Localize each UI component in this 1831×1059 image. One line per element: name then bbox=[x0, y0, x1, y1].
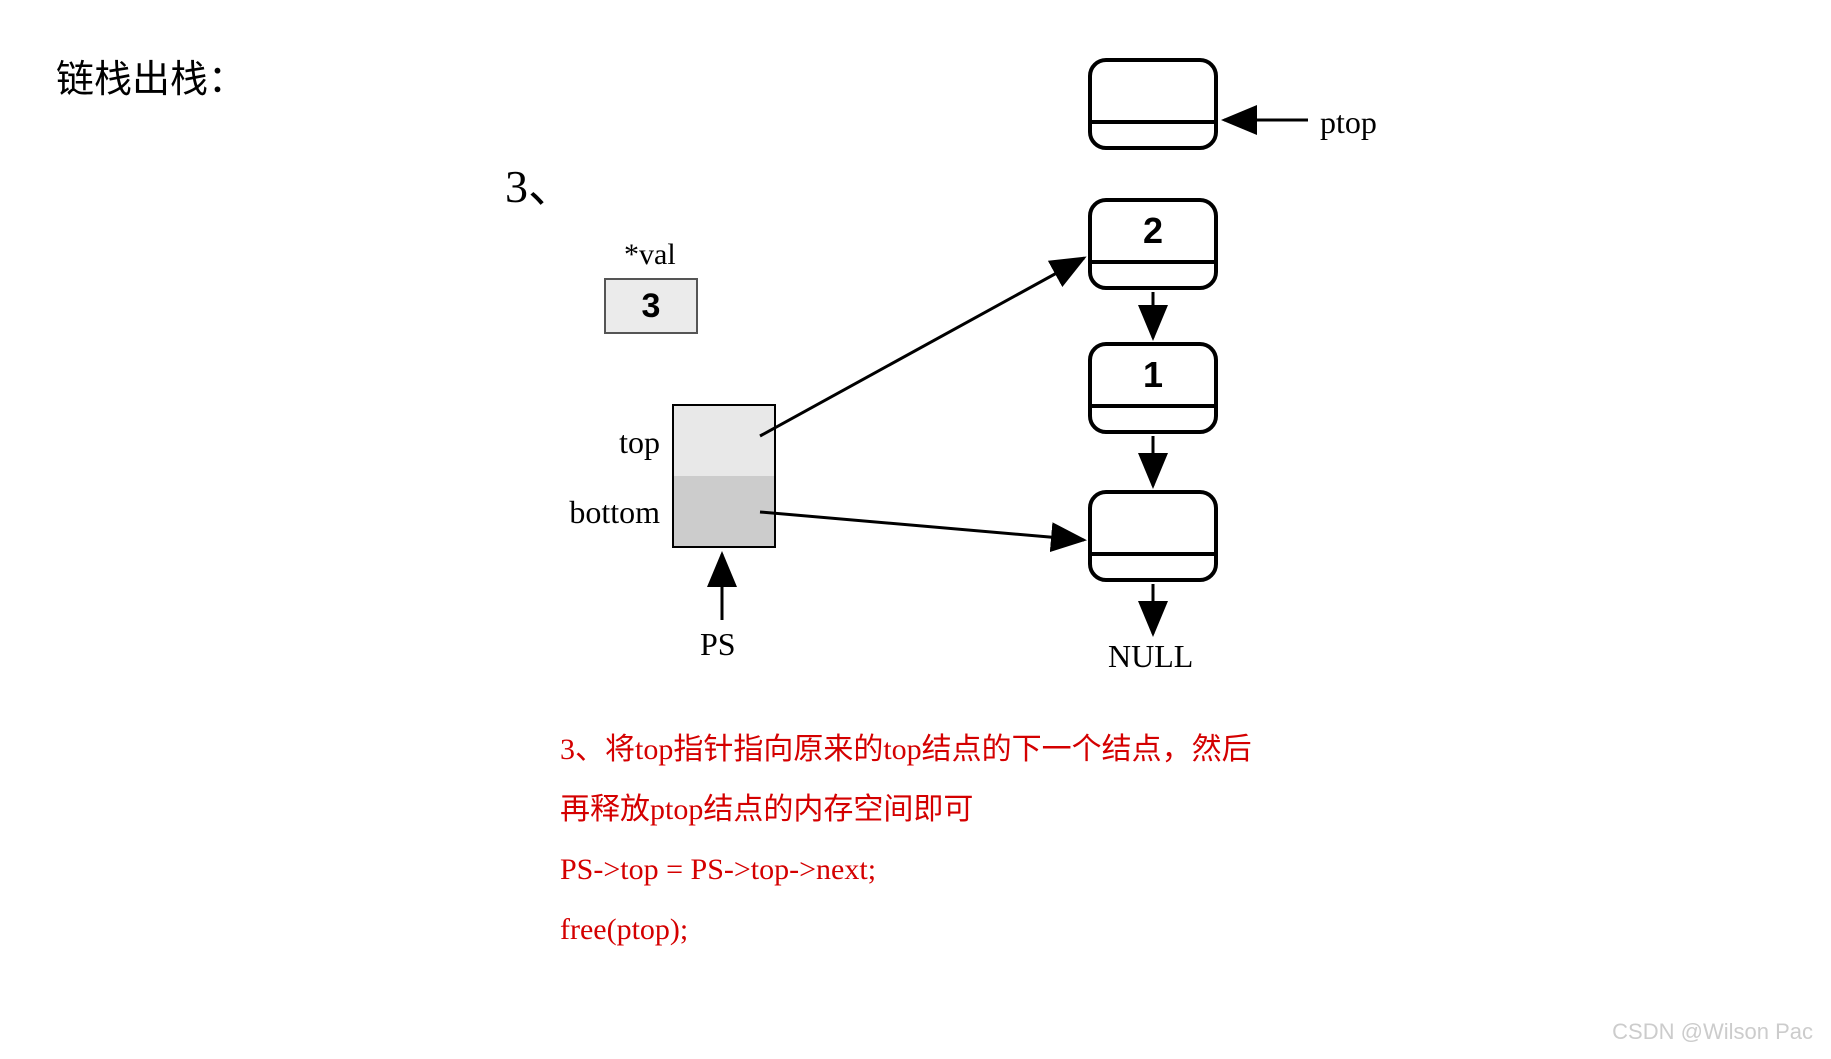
arrow-top-to-node2 bbox=[760, 258, 1084, 436]
watermark: CSDN @Wilson Pac bbox=[1612, 1019, 1813, 1045]
desc-line-4: free(ptop); bbox=[560, 900, 688, 960]
desc-line-3: PS->top = PS->top->next; bbox=[560, 840, 876, 900]
desc-line-1: 3、将top指针指向原来的top结点的下一个结点，然后 bbox=[560, 720, 1252, 780]
arrow-bottom-to-nodebottom bbox=[760, 512, 1084, 540]
desc-line-2: 再释放ptop结点的内存空间即可 bbox=[560, 780, 973, 840]
arrows-layer bbox=[0, 0, 1831, 1059]
